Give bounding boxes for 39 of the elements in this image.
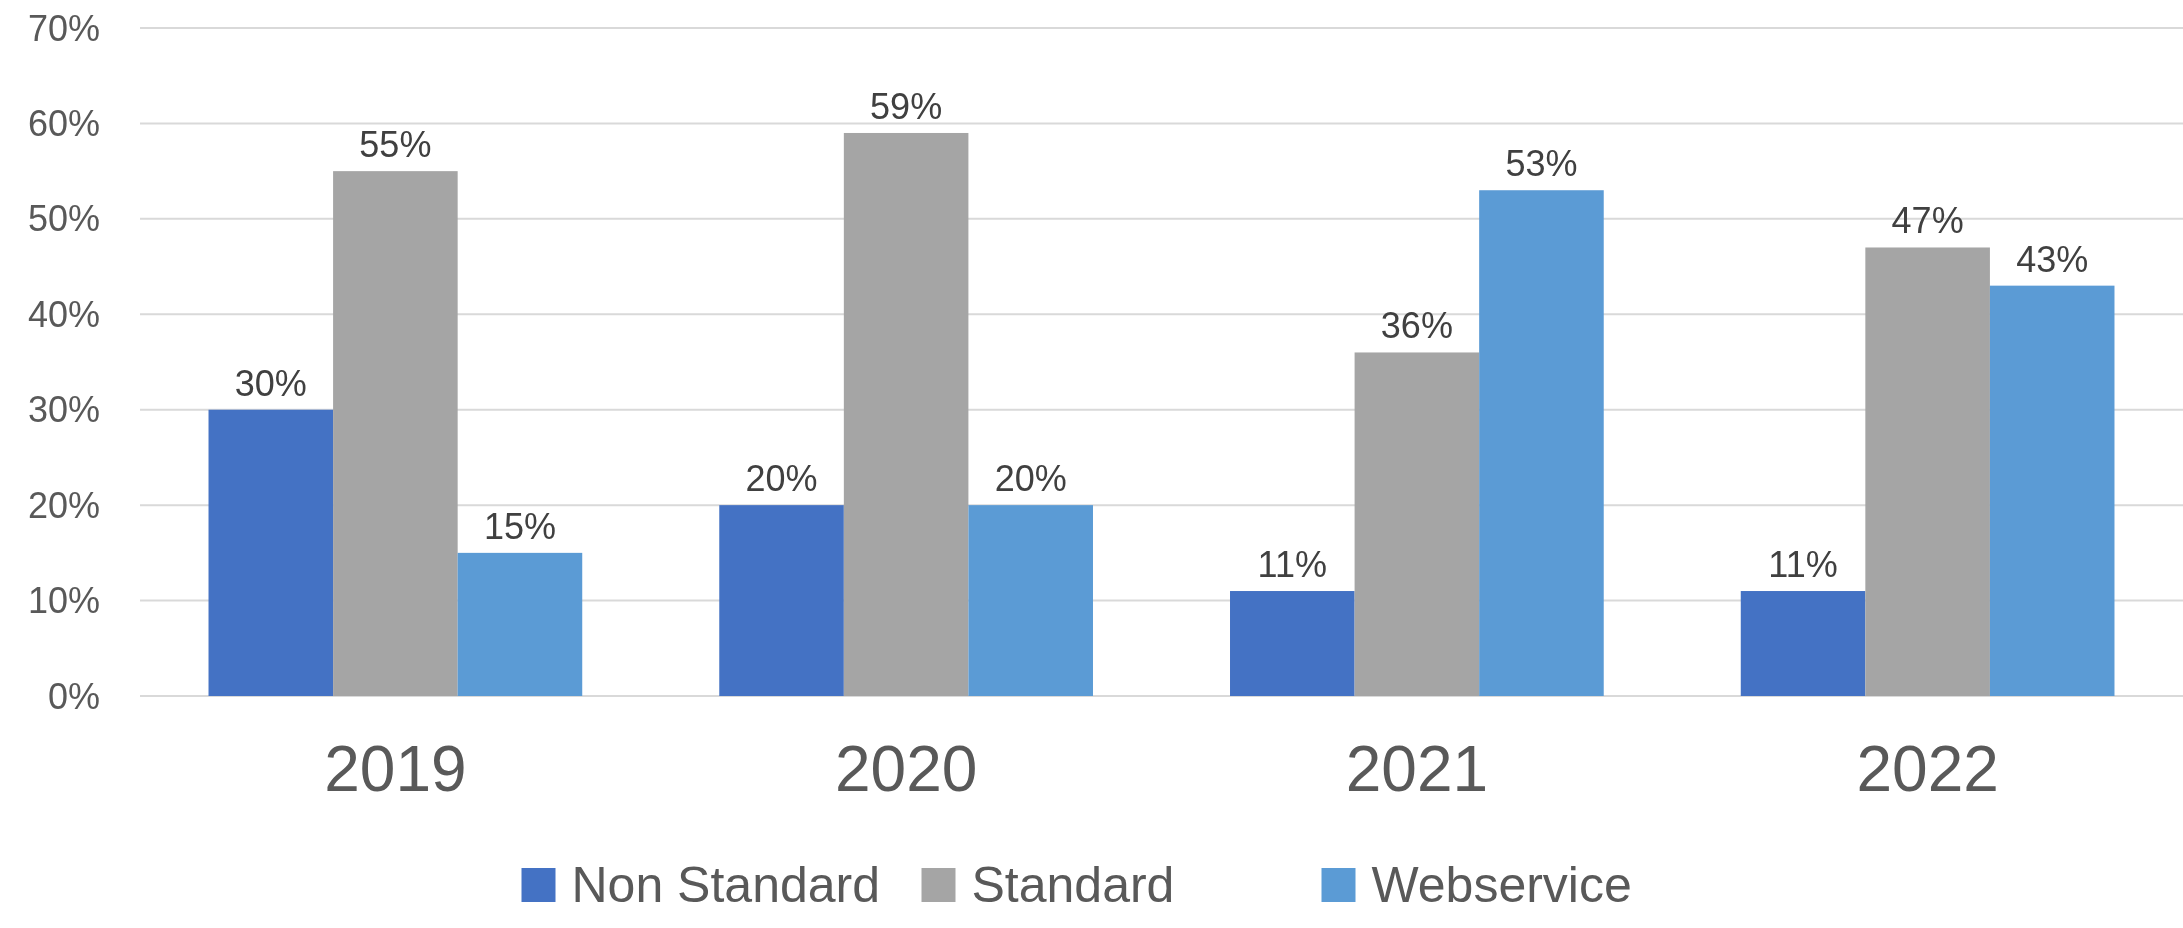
x-tick-label: 2022 bbox=[1856, 733, 1999, 805]
x-tick-label: 2021 bbox=[1345, 733, 1489, 805]
data-label: 30% bbox=[234, 362, 307, 404]
x-tick-label: 2020 bbox=[834, 733, 978, 805]
data-label: 11% bbox=[1257, 544, 1327, 586]
y-tick-label: 10% bbox=[27, 580, 100, 622]
y-tick-label: 30% bbox=[27, 389, 100, 431]
legend-label: Standard bbox=[971, 857, 1175, 913]
bar bbox=[1989, 285, 2115, 696]
bar bbox=[457, 552, 583, 696]
bar bbox=[1230, 591, 1355, 696]
bar bbox=[333, 171, 458, 696]
data-label: 36% bbox=[1380, 305, 1453, 347]
y-tick-label: 20% bbox=[27, 484, 100, 526]
legend-label: Webservice bbox=[1371, 857, 1632, 913]
x-tick-label: 2019 bbox=[324, 733, 467, 805]
data-label: 55% bbox=[359, 124, 432, 166]
y-tick-label: 50% bbox=[27, 198, 100, 240]
bar bbox=[1740, 591, 1866, 696]
legend-label: Non Standard bbox=[571, 857, 881, 913]
data-label: 20% bbox=[994, 458, 1067, 500]
data-label: 11% bbox=[1768, 544, 1838, 586]
data-label: 47% bbox=[1891, 200, 1964, 242]
y-tick-label: 0% bbox=[47, 675, 100, 717]
y-tick-label: 70% bbox=[27, 7, 100, 49]
bar bbox=[968, 505, 1093, 696]
y-tick-label: 60% bbox=[27, 103, 100, 145]
bar bbox=[1354, 352, 1480, 696]
data-label: 43% bbox=[2016, 238, 2089, 280]
bar bbox=[1865, 247, 1990, 696]
data-label: 53% bbox=[1505, 143, 1578, 185]
y-tick-label: 40% bbox=[27, 293, 100, 335]
bar bbox=[208, 409, 334, 696]
data-label: 20% bbox=[745, 458, 818, 500]
bar bbox=[1479, 190, 1604, 696]
bar bbox=[843, 132, 969, 696]
bar bbox=[719, 505, 844, 696]
data-label: 59% bbox=[870, 85, 943, 127]
data-label: 15% bbox=[483, 505, 556, 547]
